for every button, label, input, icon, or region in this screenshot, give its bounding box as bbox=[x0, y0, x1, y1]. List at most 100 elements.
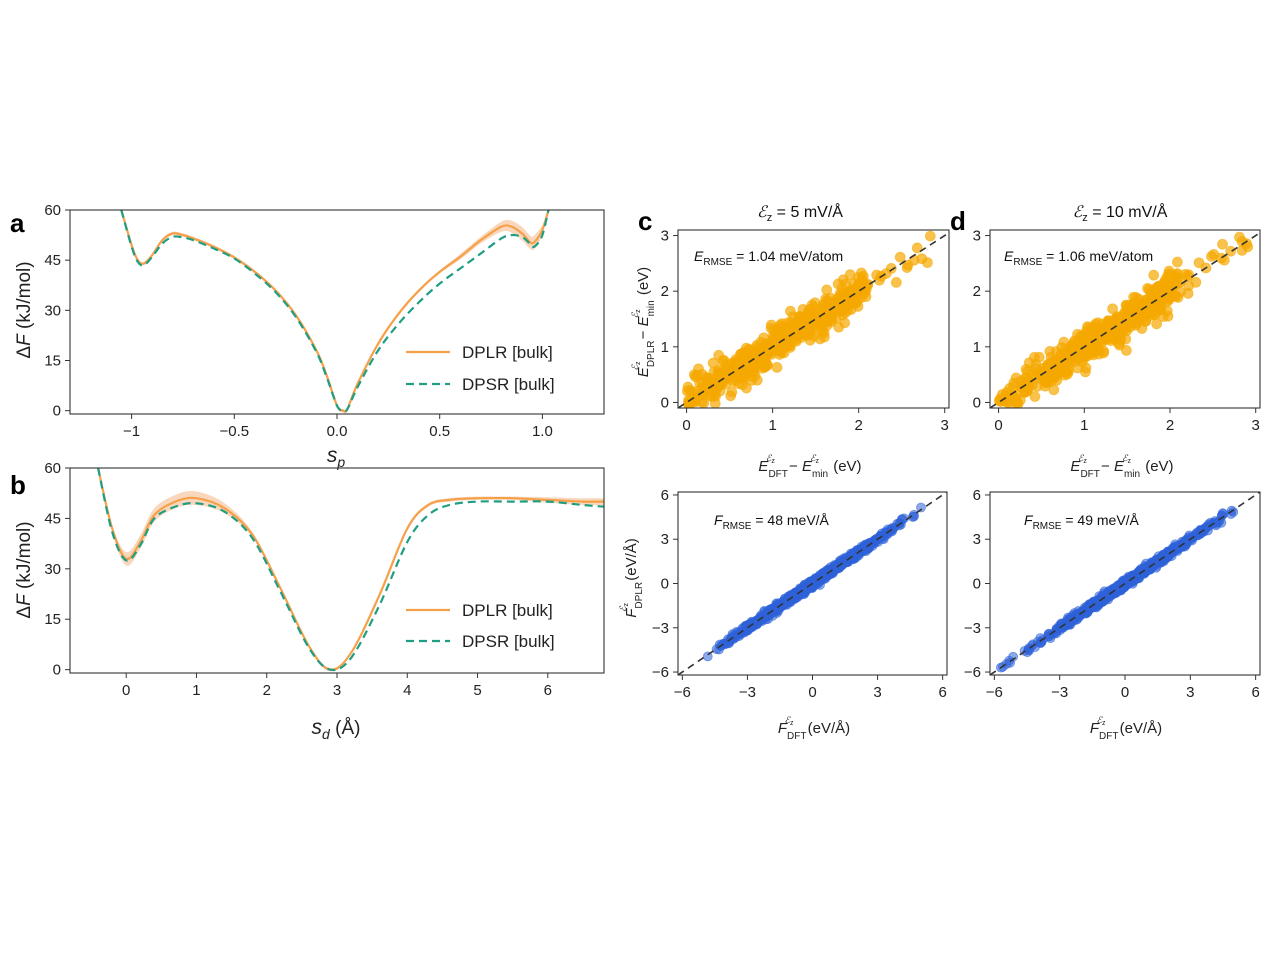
panel-c-f-rmse: FRMSE = 48 meV/Å bbox=[714, 512, 830, 532]
scatter-point bbox=[1131, 316, 1143, 327]
y-tick-label-a: 0 bbox=[53, 403, 61, 420]
plot-area-c-bottom bbox=[678, 492, 947, 675]
y-tick-label-d-bottom: 0 bbox=[973, 576, 981, 593]
scatter-point bbox=[1031, 380, 1043, 392]
panel-a-ylabel: ΔF (kJ/mol) bbox=[14, 261, 35, 358]
panel-b-xlabel: sd (Å) bbox=[312, 716, 361, 742]
panel-d-top-xlabel: EDFTℰz − Eminℰz (eV) bbox=[1070, 453, 1173, 480]
scatter-point bbox=[775, 344, 787, 356]
scatter-point bbox=[916, 253, 928, 265]
plot-area-b bbox=[97, 468, 604, 672]
x-tick-label-c-top: 0 bbox=[682, 417, 690, 434]
scatter-point bbox=[751, 374, 763, 386]
y-tick-label-b: 60 bbox=[44, 460, 61, 477]
scatter-point bbox=[1182, 288, 1194, 299]
scatter-point bbox=[1083, 322, 1095, 333]
scatter-point bbox=[1171, 256, 1183, 268]
y-tick-label-d-bottom: 3 bbox=[973, 531, 981, 548]
scatter-point bbox=[1162, 310, 1174, 322]
x-tick-label-c-top: 3 bbox=[941, 417, 949, 434]
plot-area-d-bottom bbox=[990, 492, 1260, 675]
x-tick-label-d-top: 3 bbox=[1252, 417, 1260, 434]
scatter-point bbox=[714, 644, 724, 655]
scatter-point bbox=[924, 230, 936, 242]
scatter-point bbox=[847, 553, 858, 564]
scatter-point bbox=[759, 352, 771, 364]
panel-c-top-ylabel: EDPLRℰz − Eminℰz (eV) bbox=[630, 267, 657, 377]
y-tick-label-d-top: 2 bbox=[973, 283, 981, 300]
y-tick-label-c-top: 0 bbox=[661, 394, 669, 411]
scatter-point bbox=[852, 301, 864, 312]
y-tick-label-b: 0 bbox=[53, 662, 61, 679]
x-tick-label-a: 0.5 bbox=[429, 423, 450, 440]
x-tick-label-d-bottom: −3 bbox=[1051, 684, 1068, 701]
x-tick-label-b: 0 bbox=[122, 682, 130, 699]
scatter-point bbox=[1072, 362, 1083, 374]
scatter-point bbox=[860, 291, 872, 303]
scatter-point bbox=[731, 356, 743, 368]
y-tick-label-b: 15 bbox=[44, 611, 61, 628]
y-tick-label-c-bottom: 6 bbox=[661, 487, 669, 504]
scatter-point bbox=[785, 305, 796, 317]
panel-d-bottom-xlabel: FDFTℰz (eV/Å) bbox=[1090, 715, 1162, 742]
x-tick-label-a: 1.0 bbox=[532, 423, 553, 440]
scatter-point bbox=[839, 317, 851, 329]
y-tick-label-d-bottom: 6 bbox=[973, 487, 981, 504]
scatter-point bbox=[1179, 269, 1191, 280]
x-tick-label-a: −1 bbox=[123, 423, 140, 440]
x-tick-label-d-top: 0 bbox=[994, 417, 1002, 434]
x-tick-label-c-bottom: 6 bbox=[938, 684, 946, 701]
x-tick-label-b: 1 bbox=[192, 682, 200, 699]
x-tick-label-a: −0.5 bbox=[219, 423, 249, 440]
panel-letter-c: c bbox=[638, 206, 652, 236]
y-tick-label-d-top: 3 bbox=[973, 228, 981, 245]
scatter-point bbox=[1103, 591, 1114, 602]
y-tick-label-a: 45 bbox=[44, 252, 61, 269]
panel-c-top-xlabel: EDFTℰz − Eminℰz (eV) bbox=[758, 453, 861, 480]
scatter-point bbox=[693, 363, 704, 375]
panel-letter-a: a bbox=[10, 208, 25, 238]
scatter-point bbox=[916, 502, 926, 513]
y-tick-label-c-top: 3 bbox=[661, 228, 669, 245]
scatter-point bbox=[700, 381, 712, 392]
scatter-point bbox=[683, 384, 695, 396]
plot-area-d-top bbox=[990, 231, 1260, 408]
scatter-point bbox=[858, 544, 869, 555]
x-tick-label-b: 3 bbox=[333, 682, 341, 699]
y-tick-label-a: 60 bbox=[44, 202, 61, 219]
panel-c-bottom-xlabel: FDFTℰz (eV/Å) bbox=[778, 715, 850, 742]
scatter-point bbox=[1122, 315, 1134, 327]
scatter-point bbox=[832, 278, 844, 290]
scatter-point bbox=[1098, 347, 1110, 359]
y-tick-label-a: 15 bbox=[44, 352, 61, 369]
scatter-point bbox=[1215, 252, 1227, 264]
scatter-point bbox=[873, 537, 883, 547]
scatter-point bbox=[1127, 578, 1138, 589]
y-tick-label-c-top: 2 bbox=[661, 283, 669, 300]
x-tick-label-d-top: 1 bbox=[1080, 417, 1088, 434]
scatter-point bbox=[890, 276, 902, 288]
x-tick-label-d-bottom: −6 bbox=[986, 684, 1003, 701]
y-tick-label-c-bottom: −3 bbox=[652, 620, 669, 637]
scatter-point bbox=[750, 360, 762, 372]
x-tick-label-b: 4 bbox=[403, 682, 411, 699]
scatter-point bbox=[1056, 342, 1068, 353]
scatter-point bbox=[1193, 257, 1205, 269]
x-tick-label-c-bottom: 3 bbox=[873, 684, 881, 701]
y-tick-label-d-bottom: −6 bbox=[964, 664, 981, 681]
scatter-point bbox=[788, 335, 799, 346]
y-tick-label-a: 30 bbox=[44, 302, 61, 319]
y-tick-label-b: 45 bbox=[44, 510, 61, 527]
y-tick-label-c-bottom: 3 bbox=[661, 531, 669, 548]
x-tick-label-d-bottom: 0 bbox=[1121, 684, 1129, 701]
panel-b-ylabel: ΔF (kJ/mol) bbox=[14, 521, 35, 618]
x-tick-label-c-top: 2 bbox=[854, 417, 862, 434]
scatter-point bbox=[771, 361, 783, 373]
scatter-point bbox=[1190, 276, 1202, 288]
scatter-point bbox=[1020, 363, 1032, 375]
scatter-point bbox=[1048, 384, 1060, 396]
scatter-point bbox=[1225, 245, 1237, 257]
y-tick-label-c-top: 1 bbox=[661, 339, 669, 356]
y-tick-label-d-top: 0 bbox=[973, 394, 981, 411]
scatter-point bbox=[1155, 304, 1167, 315]
